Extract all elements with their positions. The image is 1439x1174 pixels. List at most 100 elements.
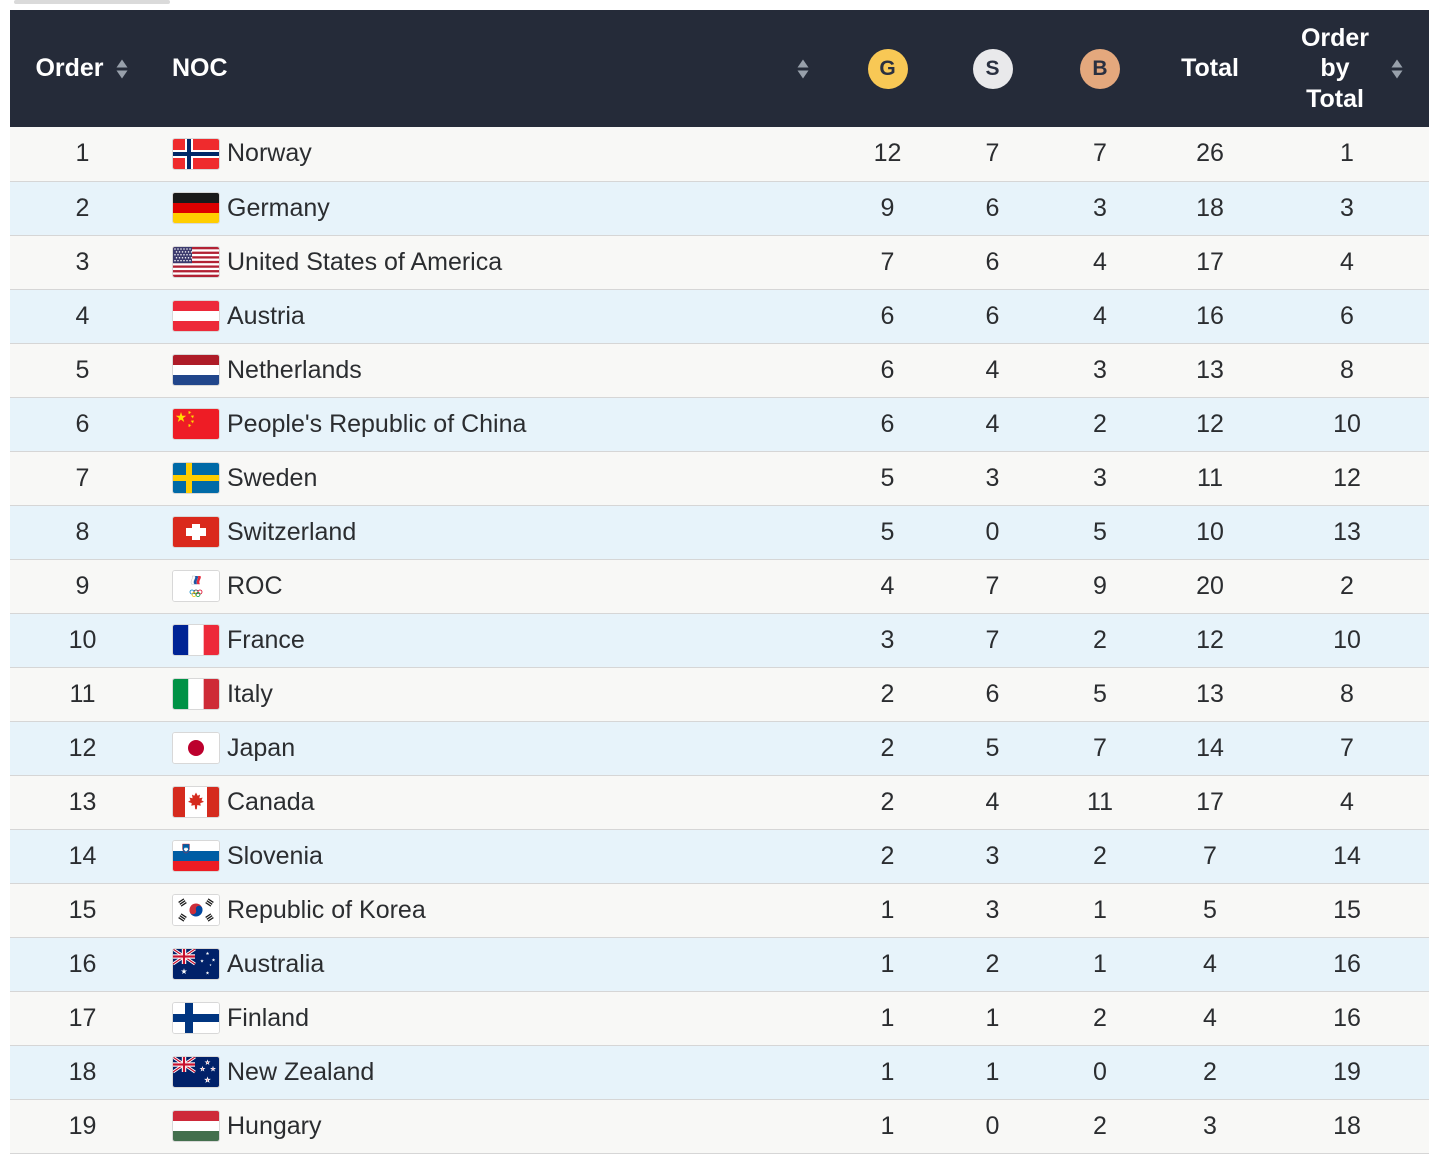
column-header-gold[interactable]: G [835, 10, 940, 127]
order-by-total-cell: 10 [1265, 397, 1429, 452]
noc-column-label: NOC [172, 54, 228, 82]
order-cell: 19 [10, 1099, 155, 1154]
table-row: 3 United States of America 7 6 4 17 4 [10, 235, 1429, 290]
silver-count-cell: 6 [940, 235, 1045, 290]
gold-count-cell: 2 [835, 775, 940, 830]
noc-cell: ROC [155, 559, 835, 614]
table-row: 2 Germany 9 6 3 18 3 [10, 181, 1429, 236]
order-cell: 6 [10, 397, 155, 452]
noc-name: Republic of Korea [227, 895, 426, 924]
bronze-count-cell: 2 [1045, 1099, 1155, 1154]
order-cell: 1 [10, 127, 155, 182]
total-count-cell: 10 [1155, 505, 1265, 560]
bronze-count-cell: 0 [1045, 1045, 1155, 1100]
order-cell: 4 [10, 289, 155, 344]
noc-cell: Sweden [155, 451, 835, 506]
noc-name: Sweden [227, 463, 318, 492]
gold-count-cell: 5 [835, 505, 940, 560]
column-header-silver[interactable]: S [940, 10, 1045, 127]
flag-icon-ita [172, 678, 220, 710]
silver-count-cell: 5 [940, 721, 1045, 776]
order-cell: 10 [10, 613, 155, 668]
sort-icon[interactable] [114, 59, 130, 79]
noc-name: Finland [227, 1003, 309, 1032]
gold-count-cell: 5 [835, 451, 940, 506]
silver-count-cell: 0 [940, 505, 1045, 560]
silver-count-cell: 6 [940, 289, 1045, 344]
column-header-order[interactable]: Order [10, 10, 155, 127]
bronze-count-cell: 3 [1045, 451, 1155, 506]
silver-count-cell: 2 [940, 937, 1045, 992]
noc-cell: United States of America [155, 235, 835, 290]
sort-icon[interactable] [795, 59, 811, 79]
order-cell: 17 [10, 991, 155, 1046]
column-header-noc[interactable]: NOC [155, 10, 835, 127]
silver-count-cell: 3 [940, 883, 1045, 938]
sort-icon[interactable] [1389, 59, 1405, 79]
table-row: 11 Italy 2 6 5 13 8 [10, 667, 1429, 722]
table-row: 17 Finland 1 1 2 4 16 [10, 991, 1429, 1046]
total-count-cell: 13 [1155, 343, 1265, 398]
noc-name: Switzerland [227, 517, 357, 546]
order-cell: 18 [10, 1045, 155, 1100]
total-count-cell: 14 [1155, 721, 1265, 776]
silver-count-cell: 7 [940, 559, 1045, 614]
gold-medal-icon: G [867, 48, 908, 89]
order-by-total-cell: 3 [1265, 181, 1429, 236]
bronze-count-cell: 5 [1045, 505, 1155, 560]
order-cell: 5 [10, 343, 155, 398]
column-header-total[interactable]: Total [1155, 10, 1265, 127]
table-row: 13 Canada 2 4 11 17 4 [10, 775, 1429, 830]
order-cell: 13 [10, 775, 155, 830]
table-row: 6 People's Republic of China 6 4 2 12 10 [10, 397, 1429, 452]
noc-name: ROC [227, 571, 283, 600]
order-cell: 9 [10, 559, 155, 614]
silver-count-cell: 7 [940, 613, 1045, 668]
flag-icon-slo [172, 840, 220, 872]
total-column-label: Total [1181, 54, 1239, 82]
column-header-order-by-total[interactable]: Order by Total [1265, 10, 1429, 127]
table-row: 15 Republic of Korea 1 3 1 5 15 [10, 883, 1429, 938]
order-cell: 7 [10, 451, 155, 506]
gold-count-cell: 9 [835, 181, 940, 236]
flag-icon-chn [172, 408, 220, 440]
table-row: 14 Slovenia 2 3 2 7 14 [10, 829, 1429, 884]
noc-cell: Slovenia [155, 829, 835, 884]
header-row: Order NOC G S B Total [10, 10, 1429, 127]
order-by-total-cell: 4 [1265, 235, 1429, 290]
noc-name: Canada [227, 787, 315, 816]
flag-icon-nzl [172, 1056, 220, 1088]
total-count-cell: 2 [1155, 1045, 1265, 1100]
gold-count-cell: 1 [835, 1099, 940, 1154]
order-by-total-column-label: Order by Total [1300, 23, 1370, 113]
gold-count-cell: 2 [835, 721, 940, 776]
noc-cell: Republic of Korea [155, 883, 835, 938]
bronze-count-cell: 2 [1045, 613, 1155, 668]
gold-count-cell: 3 [835, 613, 940, 668]
silver-count-cell: 7 [940, 127, 1045, 182]
bronze-count-cell: 4 [1045, 235, 1155, 290]
table-body: 1 Norway 12 7 7 26 1 2 Germany 9 6 3 18 3 3 United Stat… [10, 127, 1429, 1154]
silver-count-cell: 1 [940, 1045, 1045, 1100]
noc-cell: Japan [155, 721, 835, 776]
order-cell: 3 [10, 235, 155, 290]
gold-count-cell: 1 [835, 937, 940, 992]
silver-count-cell: 0 [940, 1099, 1045, 1154]
total-count-cell: 20 [1155, 559, 1265, 614]
gold-count-cell: 2 [835, 667, 940, 722]
flag-icon-aut [172, 300, 220, 332]
silver-count-cell: 3 [940, 451, 1045, 506]
order-by-total-cell: 8 [1265, 343, 1429, 398]
noc-cell: Italy [155, 667, 835, 722]
flag-icon-ger [172, 192, 220, 224]
flag-icon-jpn [172, 732, 220, 764]
noc-name: Austria [227, 301, 305, 330]
column-header-bronze[interactable]: B [1045, 10, 1155, 127]
silver-count-cell: 3 [940, 829, 1045, 884]
total-count-cell: 17 [1155, 235, 1265, 290]
flag-icon-hun [172, 1110, 220, 1142]
noc-cell: Norway [155, 127, 835, 182]
total-count-cell: 12 [1155, 397, 1265, 452]
top-scrollbar-thumb[interactable] [14, 0, 170, 4]
total-count-cell: 4 [1155, 991, 1265, 1046]
